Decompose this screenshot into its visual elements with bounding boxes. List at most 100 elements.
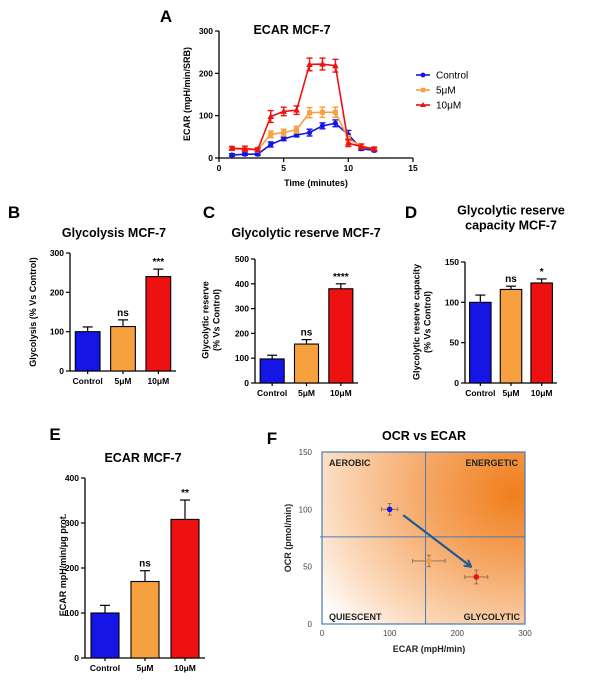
panel-letter-f: F <box>267 429 277 448</box>
bar-e-2 <box>170 518 200 659</box>
x-tick-label-c: 10μM <box>330 388 352 398</box>
x-tick-label-d: 5μM <box>502 388 519 398</box>
scatter-point-0 <box>386 506 393 513</box>
data-point <box>242 151 248 157</box>
legend-marker <box>421 87 426 93</box>
quadrant-label-quiescent: QUIESCENT <box>329 612 382 622</box>
data-point <box>281 130 287 136</box>
data-point <box>228 144 236 151</box>
quadrant-label-aerobic: AEROBIC <box>329 458 371 468</box>
bar-e-1 <box>130 580 160 659</box>
significance-label-c: ns <box>301 328 313 339</box>
x-tick-label-d: 10μM <box>531 388 553 398</box>
data-point <box>319 123 326 129</box>
x-tick-label-f: 0 <box>320 629 325 638</box>
significance-label-e: ns <box>139 559 151 570</box>
y-axis-label-d-group: Glycolytic reserve capacity(% Vs Control… <box>412 264 433 380</box>
y-tick-label-c: 400 <box>235 279 249 289</box>
panel-letter-e: E <box>49 425 60 444</box>
x-axis-label-a: Time (minutes) <box>284 178 348 188</box>
data-point <box>229 152 235 158</box>
y-tick-label-e: 0 <box>74 653 79 663</box>
x-tick-label-c: Control <box>257 388 287 398</box>
y-tick-label-f: 50 <box>303 563 312 572</box>
x-tick-label-b: Control <box>73 376 103 386</box>
y-axis-label-d-line: Glycolytic reserve capacity <box>412 264 422 380</box>
x-tick-label-b: 5μM <box>114 376 131 386</box>
x-tick-label-d: Control <box>465 388 495 398</box>
legend-marker <box>420 102 426 107</box>
data-point <box>268 141 274 148</box>
legend-label-0: Control <box>436 71 468 82</box>
y-axis-label-b: Glycolysis (% Vs Control) <box>28 257 38 367</box>
x-tick-label-a: 5 <box>281 163 286 173</box>
y-tick-label-f: 150 <box>299 448 313 457</box>
panel-letter-b: B <box>8 203 20 222</box>
y-tick-label-e: 100 <box>65 608 79 618</box>
y-tick-label-e: 300 <box>65 518 79 528</box>
data-point <box>319 60 326 67</box>
y-tick-label-d: 150 <box>445 257 459 267</box>
x-tick-label-f: 300 <box>518 629 532 638</box>
y-axis-label-d: Glycolytic reserve capacity(% Vs Control… <box>412 264 433 380</box>
y-axis-label-e: ECAR mpH/min/μg prot. <box>58 514 68 617</box>
quadrant-label-glycolytic: GLYCOLYTIC <box>464 612 521 622</box>
y-tick-label-b: 0 <box>59 366 64 376</box>
y-tick-label-d: 100 <box>445 297 459 307</box>
chart-title-d-line: capacity MCF-7 <box>465 219 557 233</box>
y-tick-label-c: 300 <box>235 304 249 314</box>
bar-c-1 <box>293 343 320 384</box>
bar-c-2 <box>328 288 354 384</box>
chart-title-c: Glycolytic reserve MCF-7 <box>231 226 380 240</box>
y-axis-label-c-group: Glycolytic reserve(% Vs Control) <box>201 281 222 359</box>
data-point <box>280 107 287 114</box>
data-point <box>241 145 249 152</box>
y-axis-label-c: Glycolytic reserve(% Vs Control) <box>201 281 222 359</box>
data-point <box>293 106 300 113</box>
data-point <box>255 151 261 157</box>
y-tick-label-e: 200 <box>65 563 79 573</box>
y-tick-label-f: 100 <box>299 505 313 514</box>
data-point <box>306 130 313 136</box>
data-point <box>294 132 300 138</box>
bar-d-0 <box>469 301 492 384</box>
bar-c-0 <box>259 358 285 384</box>
significance-label-b: *** <box>152 257 164 268</box>
y-tick-label-c: 100 <box>235 353 249 363</box>
data-point <box>332 62 339 69</box>
y-tick-label-c: 200 <box>235 328 249 338</box>
bar-e-0 <box>90 612 120 659</box>
y-tick-label-b: 200 <box>50 287 64 297</box>
y-tick-label-e: 400 <box>65 473 79 483</box>
y-axis-label-a: ECAR (mpH/min/SRB) <box>182 47 192 141</box>
significance-label-d: ns <box>505 274 517 285</box>
y-tick-label-b: 300 <box>50 248 64 258</box>
chart-title-d-line: Glycolytic reserve <box>457 204 565 218</box>
x-tick-label-a: 10 <box>344 163 354 173</box>
data-point <box>332 109 338 115</box>
bar-d-1 <box>499 288 523 384</box>
data-point <box>281 136 287 142</box>
y-tick-label-c: 0 <box>244 378 249 388</box>
y-tick-label-d: 50 <box>450 338 460 348</box>
quadrant-background <box>321 451 526 625</box>
data-point <box>268 131 274 137</box>
chart-title-b: Glycolysis MCF-7 <box>62 226 166 240</box>
panel-letter-a: A <box>160 7 172 26</box>
quadrant-label-energetic: ENERGETIC <box>465 458 518 468</box>
chart-title-d-group: Glycolytic reserve capacity MCF-7 <box>457 204 565 233</box>
data-point <box>306 60 313 67</box>
data-point <box>345 139 352 146</box>
x-tick-label-e: 10μM <box>174 663 196 673</box>
chart-title-a: ECAR MCF-7 <box>253 23 330 37</box>
bar-b-1 <box>110 326 136 372</box>
legend-label-1: 5μM <box>436 86 456 97</box>
data-point <box>319 109 325 115</box>
data-point <box>294 127 300 133</box>
y-tick-label-a: 300 <box>199 26 213 36</box>
scatter-point-2 <box>473 574 480 580</box>
chart-title-f: OCR vs ECAR <box>382 429 466 443</box>
bar-b-2 <box>145 276 172 372</box>
panel-letter-c: C <box>203 203 215 222</box>
